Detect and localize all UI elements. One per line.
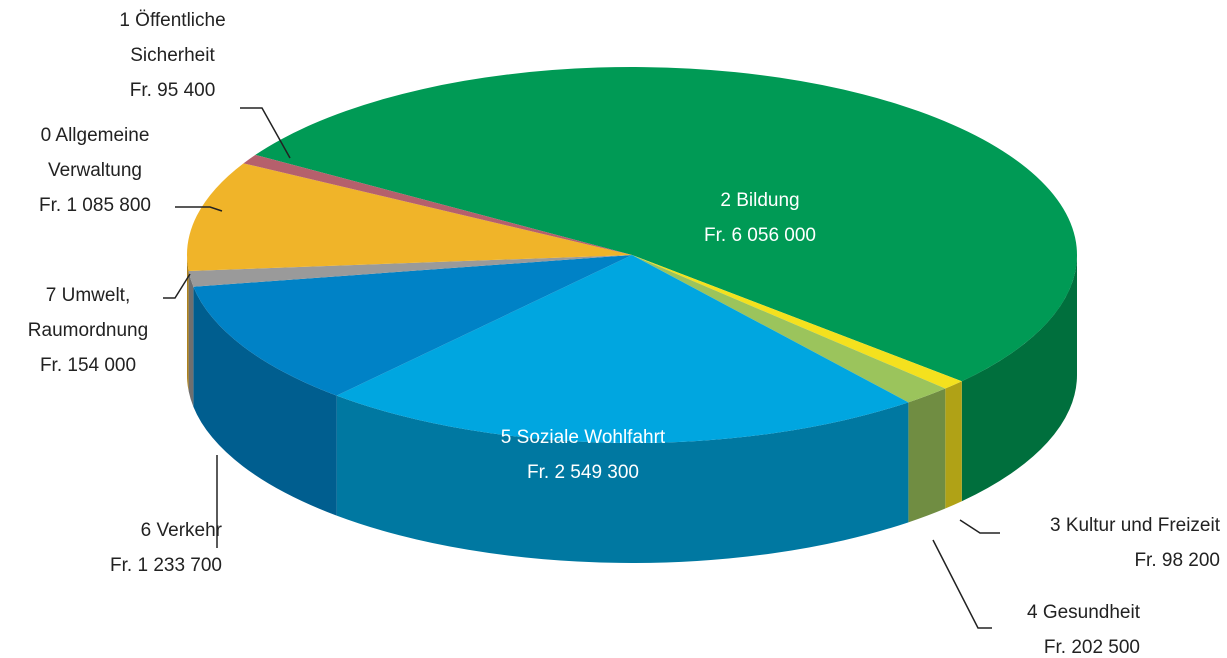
- slice: [187, 163, 632, 271]
- slice-label: 6 Verkehr Fr. 1 233 700: [42, 513, 222, 583]
- value-label: Fr. 98 200: [1134, 550, 1220, 571]
- category-label: 0 Allgemeine Verwaltung: [40, 125, 150, 181]
- category-label: 3 Kultur und Freizeit: [1049, 515, 1220, 536]
- leader-line: [163, 273, 191, 299]
- slice: [632, 255, 946, 403]
- slice-side: [193, 286, 337, 516]
- leader-line: [175, 206, 223, 212]
- leader-line: [959, 519, 1000, 534]
- slice: [193, 255, 632, 396]
- slice-label: 0 Allgemeine Verwaltung Fr. 1 085 800: [20, 118, 170, 223]
- slice: [336, 255, 909, 443]
- value-label: Fr. 6 056 000: [704, 225, 816, 246]
- slice-label: 4 Gesundheit Fr. 202 500: [960, 595, 1140, 658]
- slice-side: [187, 255, 189, 391]
- value-label: Fr. 95 400: [129, 80, 216, 101]
- slice-side: [336, 395, 909, 563]
- slice: [188, 255, 632, 287]
- slice-label: 1 Öffentliche Sicherheit Fr. 95 400: [100, 3, 245, 108]
- category-label: 6 Verkehr: [140, 520, 222, 541]
- category-label: 2 Bildung: [720, 190, 800, 211]
- slice: [255, 67, 1078, 382]
- slice: [243, 154, 632, 255]
- slice-side: [961, 255, 1077, 502]
- slice: [632, 255, 962, 389]
- value-label: Fr. 154 000: [39, 355, 137, 376]
- category-label: 1 Öffentliche Sicherheit: [119, 10, 226, 66]
- value-label: Fr. 1 233 700: [110, 555, 222, 576]
- value-label: Fr. 202 500: [1043, 637, 1140, 658]
- category-label: 4 Gesundheit: [1026, 602, 1140, 623]
- slice-side: [188, 270, 194, 407]
- slice-label: 2 Bildung Fr. 6 056 000: [660, 183, 860, 253]
- leader-line: [932, 539, 992, 629]
- value-label: Fr. 2 549 300: [527, 462, 639, 483]
- category-label: 7 Umwelt, Raumordnung: [27, 285, 149, 341]
- slice-label: 5 Soziale Wohlfahrt Fr. 2 549 300: [443, 420, 723, 490]
- slice-side: [908, 388, 946, 523]
- slice-label: 3 Kultur und Freizeit Fr. 98 200: [980, 508, 1220, 578]
- leader-line: [240, 107, 291, 159]
- value-label: Fr. 1 085 800: [39, 195, 151, 216]
- slice-label: 7 Umwelt, Raumordnung Fr. 154 000: [20, 278, 156, 383]
- slice-side: [945, 381, 962, 509]
- category-label: 5 Soziale Wohlfahrt: [500, 427, 666, 448]
